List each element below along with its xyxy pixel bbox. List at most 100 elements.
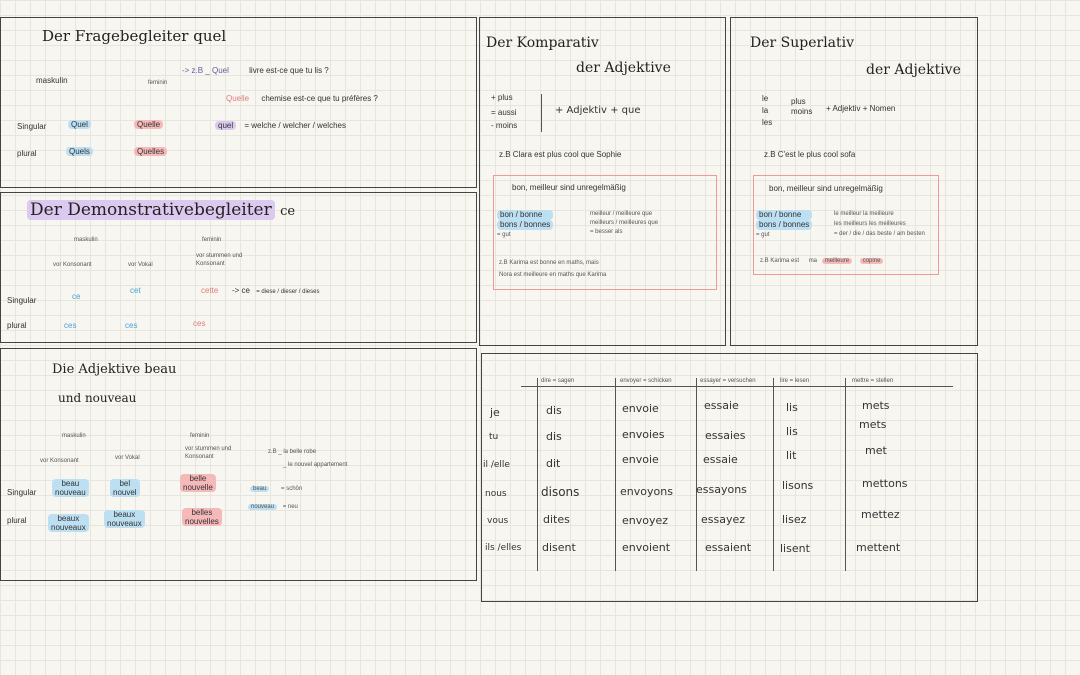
verbs-col-line — [537, 378, 538, 571]
lire-je: lis — [786, 401, 798, 414]
komp-meilleur-pl: meilleurs / meilleures que — [590, 220, 659, 226]
pronoun-je: je — [490, 406, 500, 419]
sup-meilleur: le meilleur la meilleure les meilleurs l… — [834, 209, 925, 239]
sup-irregular-box — [753, 175, 939, 275]
adj-fem-label: feminin — [190, 433, 210, 439]
demo-section — [0, 192, 477, 343]
example2-label: Quelle — [226, 94, 250, 103]
essayer-vous: essayez — [701, 513, 746, 526]
sup-le-meilleur: le meilleur la meilleure — [834, 211, 894, 217]
quel-plural-label: plural — [17, 149, 37, 158]
verbs-header-line — [521, 386, 953, 387]
adj-nouveau-eq: = neu — [282, 504, 298, 510]
adj-pl-m1-nouveaux: nouveaux — [51, 523, 86, 532]
quel-section — [0, 17, 477, 188]
komp-formula: + Adjektiv + que — [555, 105, 641, 116]
adj-pl-m2-beaux: beaux — [113, 510, 136, 519]
sup-plus-moins: plus moins — [791, 97, 812, 117]
adj-singular-label: Singular — [7, 488, 37, 497]
adj-nouveau-meaning: nouveau = neu — [248, 504, 298, 510]
dire-tu: dis — [546, 430, 562, 443]
adj-nouveau-word: nouveau — [248, 504, 278, 510]
demo-title-ce: ce — [280, 204, 296, 219]
komp-example-2a: z.B Karima est bonne en maths, mais — [499, 260, 599, 266]
sup-ex-ma: ma — [808, 258, 818, 264]
sup-title-1: Der Superlativ — [750, 35, 855, 51]
quel-fem-label: feminin — [148, 80, 168, 86]
sup-bon-sg: bon / bonne — [756, 210, 813, 220]
adj-pl-f: belles nouvelles — [182, 508, 222, 526]
demo-title: Der Demonstrativebegleiter ce — [27, 200, 295, 220]
sup-la: la — [762, 106, 769, 115]
lire-nous: lisons — [782, 479, 814, 492]
verbs-col-line — [773, 378, 774, 571]
adj-pl-m1-beaux: beaux — [57, 514, 80, 523]
demo-ces-3: ces — [193, 319, 206, 328]
demo-vor-konsonant: vor Konsonant — [53, 262, 92, 268]
envoyer-vous: envoyez — [622, 514, 669, 527]
quel-singular-label: Singular — [17, 122, 47, 131]
pronoun-vous: vous — [487, 516, 509, 526]
mettre-ils: mettent — [856, 541, 901, 554]
lire-ils: lisent — [780, 542, 810, 555]
komp-moins: - moins — [491, 121, 518, 130]
mettre-vous: mettez — [861, 508, 900, 521]
mettre-il: met — [865, 444, 887, 457]
sup-example-2: z.B Karima est ma meilleure copine — [760, 258, 884, 264]
demo-meaning-text: = diese / dieser / dieses — [256, 289, 320, 295]
komp-example-2b: Nora est meilleure en maths que Karima — [499, 272, 607, 278]
komp-section — [479, 17, 726, 346]
pronoun-nous: nous — [485, 489, 507, 499]
komp-irregular-title: bon, meilleur sind unregelmäßig — [512, 183, 626, 192]
adj-sg-m1: beau nouveau — [52, 479, 89, 497]
adj-sg-m2: bel nouvel — [110, 479, 140, 497]
verbs-header-lire: lire = lesen — [780, 378, 810, 384]
envoyer-tu: envoies — [622, 428, 665, 441]
sup-example: z.B C'est le plus cool sofa — [764, 150, 856, 159]
verbs-col-line — [615, 378, 616, 571]
demo-ce: ce — [72, 292, 81, 301]
envoyer-il: envoie — [622, 453, 659, 466]
komp-title-2: der Adjektive — [576, 60, 671, 76]
mettre-nous: mettons — [862, 477, 908, 490]
envoyer-ils: envoient — [622, 541, 671, 554]
adj-pl-m2: beaux nouveaux — [104, 510, 145, 528]
adj-sg-f: belle nouvelle — [180, 474, 216, 492]
komp-title-1: Der Komparativ — [486, 35, 599, 51]
demo-cette: cette — [201, 286, 219, 295]
verbs-section — [481, 353, 978, 602]
adj-plural-label: plural — [7, 516, 27, 525]
quel-word: quel — [215, 121, 237, 130]
example2-text: chemise est-ce que tu préfères ? — [261, 94, 378, 103]
adj-beau-word: beau — [250, 486, 270, 492]
essayer-je: essaie — [704, 399, 739, 412]
komp-example: z.B Clara est plus cool que Sophie — [499, 150, 622, 159]
verbs-header-dire: dire = sagen — [541, 378, 575, 384]
dire-il: dit — [546, 457, 561, 470]
sup-formula: + Adjektiv + Nomen — [826, 104, 896, 113]
adj-sg-m2-nouvel: nouvel — [113, 488, 137, 497]
lire-vous: lisez — [782, 513, 807, 526]
essayer-ils: essaient — [705, 541, 752, 554]
demo-ces-1: ces — [64, 321, 77, 330]
quel-masc-label: maskulin — [36, 76, 68, 85]
sup-gut: = gut — [756, 232, 770, 238]
adj-sg-m1-beau: beau — [61, 479, 80, 488]
adj-vor-konsonant: vor Konsonant — [40, 458, 79, 464]
quel-meaning: quel = welche / welcher / welches — [215, 121, 346, 130]
quel-eq: = welche / welcher / welches — [244, 121, 346, 130]
verbs-header-mettre: mettre = stellen — [852, 378, 894, 384]
sup-ex-copine: copine — [859, 258, 884, 264]
quel-pl-m: Quels — [66, 147, 93, 156]
komp-aussi: = aussi — [491, 108, 517, 117]
essayer-nous: essayons — [696, 483, 747, 496]
adj-title: Die Adjektive beau — [52, 362, 177, 377]
pronoun-tu: tu — [489, 432, 499, 442]
demo-vor-vokal: vor Vokal — [128, 262, 153, 268]
adj-sg-f-nouvelle: nouvelle — [183, 483, 213, 492]
adj-masc-label: maskulin — [62, 433, 86, 439]
sup-section — [730, 17, 978, 346]
lire-il: lit — [786, 449, 797, 462]
sup-ex-meilleure: meilleure — [821, 258, 853, 264]
adj-pl-m1: beaux nouveaux — [48, 514, 89, 532]
